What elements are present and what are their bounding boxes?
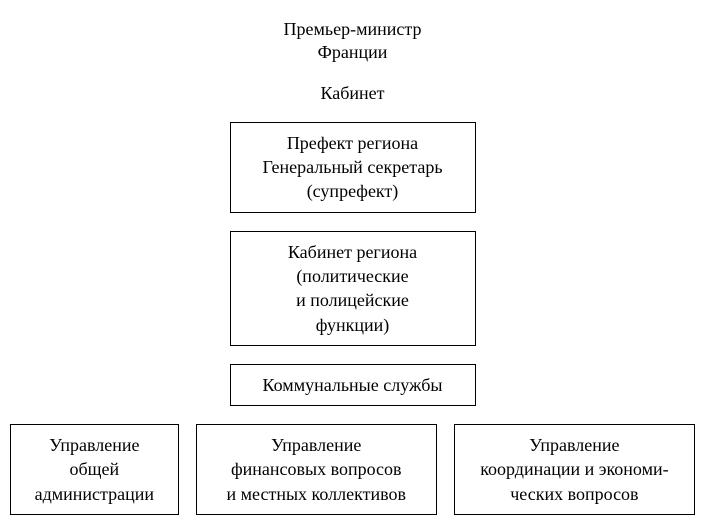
box-communal-line-1: Коммунальные службы: [263, 373, 443, 397]
box-coord-line-3: ческих вопросов: [510, 482, 638, 506]
box-prefect: Префект региона Генеральный секретарь (с…: [230, 122, 476, 213]
box-coord-line-2: координации и экономи-: [480, 457, 668, 481]
box-finance-line-3: и местных коллективов: [227, 482, 406, 506]
box-cabinet-line-1: Кабинет региона: [288, 240, 417, 264]
box-cabinet-line-3: и полицейские: [296, 288, 409, 312]
subheader: Кабинет: [320, 83, 384, 104]
box-finance: Управление финансовых вопросов и местных…: [196, 424, 437, 515]
header-block: Премьер-министр Франции: [284, 18, 422, 65]
bottom-row: Управление общей администрации Управлени…: [0, 424, 705, 515]
header-line-2: Франции: [284, 41, 422, 64]
box-communal: Коммунальные службы: [230, 364, 476, 406]
box-finance-line-2: финансовых вопросов: [231, 457, 402, 481]
box-admin-line-2: общей: [70, 457, 120, 481]
box-prefect-line-3: (супрефект): [307, 179, 399, 203]
box-coord-line-1: Управление: [529, 433, 619, 457]
box-cabinet-line-4: функции): [316, 313, 390, 337]
box-cabinet-region: Кабинет региона (политические и полицейс…: [230, 231, 476, 346]
box-prefect-line-1: Префект региона: [287, 131, 418, 155]
box-prefect-line-2: Генеральный секретарь: [262, 155, 442, 179]
diagram-container: Премьер-министр Франции Кабинет Префект …: [0, 0, 705, 515]
box-admin-line-1: Управление: [49, 433, 139, 457]
box-finance-line-1: Управление: [271, 433, 361, 457]
box-administration: Управление общей администрации: [10, 424, 179, 515]
box-cabinet-line-2: (политические: [296, 264, 408, 288]
header-line-1: Премьер-министр: [284, 18, 422, 41]
box-coordination: Управление координации и экономи- ческих…: [454, 424, 695, 515]
box-admin-line-3: администрации: [35, 482, 154, 506]
